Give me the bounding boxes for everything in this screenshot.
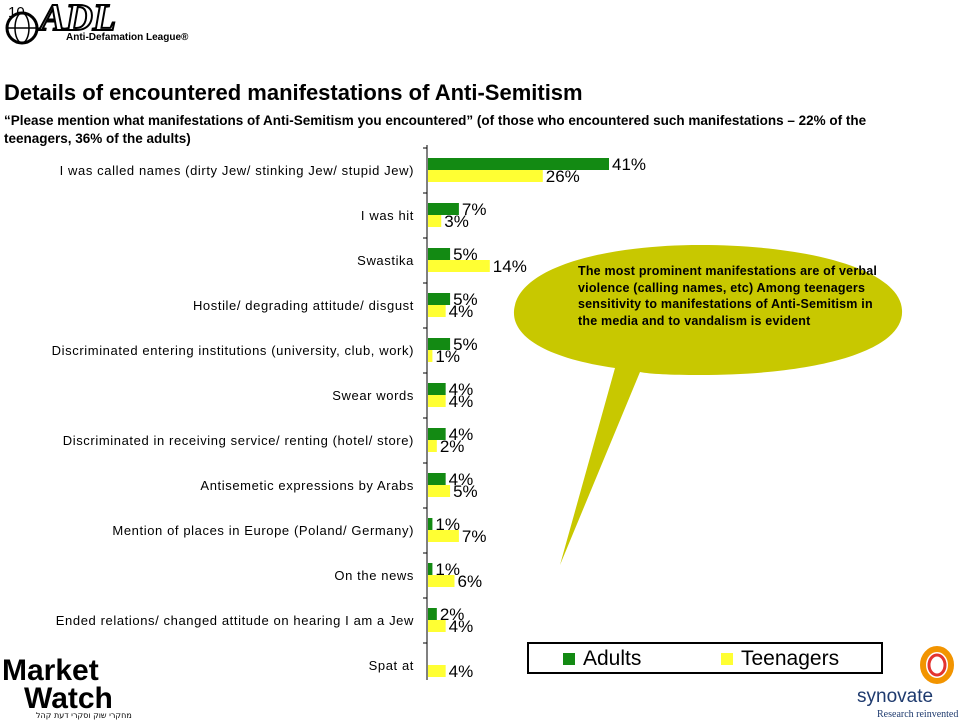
value-label-adults: 5% [453,290,478,309]
bar-adults [428,608,437,620]
bar-adults [428,203,459,215]
value-label-teenagers: 14% [493,257,527,276]
bar-teenagers [428,215,442,227]
category-label: On the news [334,568,414,583]
bar-adults [428,428,446,440]
value-label-teenagers: 5% [453,482,478,501]
bar-teenagers [428,305,446,317]
value-label-adults: 2% [440,605,465,624]
bar-adults [428,338,451,350]
value-label-teenagers: 4% [449,617,474,636]
value-label-adults: 1% [435,515,460,534]
category-label: Swastika [357,253,414,268]
synovate-logo: synovate Research reinvented [857,646,958,720]
bar-teenagers [428,620,446,632]
mw-line1: Market [2,654,99,687]
bar-teenagers [428,350,433,362]
value-label-teenagers: 4% [449,302,474,321]
bar-teenagers [428,440,437,452]
value-label-teenagers: 7% [462,527,487,546]
category-label: Spat at [369,658,414,673]
page-title: Details of encountered manifestations of… [4,80,583,105]
adl-logo: ADL Anti-Defamation League® [5,0,189,45]
mw-line2: Watch [24,682,113,715]
market-watch-logo: Market Watch מחקרי שוק וסקרי דעת קהל [2,654,132,720]
value-label-adults: 4% [449,425,474,444]
category-label: Antisemetic expressions by Arabs [200,478,414,493]
chart-legend: Adults Teenagers [527,642,883,674]
value-label-adults: 4% [449,470,474,489]
bar-teenagers [428,665,446,677]
legend-item-teenagers: Teenagers [721,647,839,671]
category-label: Discriminated entering institutions (uni… [52,343,414,358]
mw-hebrew: מחקרי שוק וסקרי דעת קהל [36,711,132,720]
value-label-adults: 7% [462,200,487,219]
bar-teenagers [428,260,490,272]
callout-text: The most prominent manifestations are of… [578,264,878,328]
value-label-teenagers: 1% [435,347,460,366]
category-label: Mention of places in Europe (Poland/ Ger… [112,523,414,538]
category-label: I was hit [361,208,414,223]
bar-adults [428,473,446,485]
legend-label-adults: Adults [583,647,642,670]
value-label-teenagers: 2% [440,437,465,456]
bar-teenagers [428,530,459,542]
bar-teenagers [428,485,451,497]
value-label-adults: 5% [453,245,478,264]
value-label-teenagers: 6% [457,572,482,591]
bar-teenagers [428,395,446,407]
synovate-tagline: Research reinvented [877,709,958,720]
bar-adults [428,383,446,395]
page-subtitle: “Please mention what manifestations of A… [4,113,867,146]
bar-chart: I was called names (dirty Jew/ stinking … [52,145,903,681]
category-label: Discriminated in receiving service/ rent… [63,433,414,448]
category-label: Swear words [332,388,414,403]
category-label: Hostile/ degrading attitude/ disgust [193,298,414,313]
value-label-adults: 41% [612,155,646,174]
adl-subtitle: Anti-Defamation League® [66,32,189,43]
value-label-teenagers: 3% [444,212,469,231]
bar-adults [428,518,433,530]
value-label-teenagers: 4% [449,662,474,681]
legend-item-adults: Adults [563,647,641,671]
value-label-teenagers: 4% [449,392,474,411]
bar-adults [428,248,451,260]
callout-bubble [513,245,903,565]
legend-swatch-adults [563,653,575,665]
adl-letters: ADL [38,0,116,39]
synovate-wordmark: synovate [857,686,933,707]
bar-adults [428,158,609,170]
bar-teenagers [428,170,543,182]
bars-layer: I was called names (dirty Jew/ stinking … [52,147,646,681]
category-label: I was called names (dirty Jew/ stinking … [60,163,414,178]
value-label-adults: 5% [453,335,478,354]
bar-adults [428,563,433,575]
value-label-adults: 4% [449,380,474,399]
legend-label-teenagers: Teenagers [741,647,840,670]
bar-teenagers [428,575,455,587]
value-label-teenagers: 26% [546,167,580,186]
category-label: Ended relations/ changed attitude on hea… [56,613,414,628]
legend-swatch-teenagers [721,653,733,665]
bar-adults [428,293,451,305]
value-label-adults: 1% [435,560,460,579]
